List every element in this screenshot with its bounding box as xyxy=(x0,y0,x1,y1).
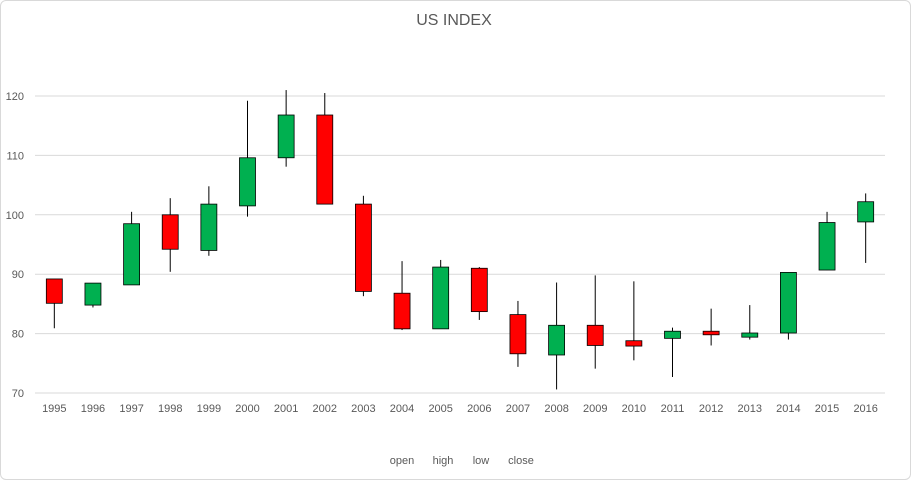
x-tick-label: 2013 xyxy=(738,403,762,415)
candle-2002 xyxy=(316,93,334,205)
candle-2016 xyxy=(857,193,875,263)
candle-2007 xyxy=(509,300,527,367)
x-tick-label: 2002 xyxy=(313,403,337,415)
y-tick-label: 110 xyxy=(6,150,24,162)
candle-1996 xyxy=(84,282,102,308)
candle-body xyxy=(355,203,372,292)
candle-2008 xyxy=(548,282,565,390)
candle-2004 xyxy=(393,261,411,331)
x-tick-label: 1999 xyxy=(197,403,221,415)
candle-body xyxy=(586,324,604,346)
x-tick-label: 2003 xyxy=(351,403,375,415)
candle-body xyxy=(393,292,411,330)
candle-body xyxy=(470,267,488,313)
candle-2010 xyxy=(625,281,643,361)
candle-1998 xyxy=(161,198,179,272)
y-tick-label: 80 xyxy=(12,329,24,341)
x-tick-label: 2015 xyxy=(815,403,839,415)
candle-body xyxy=(702,330,720,336)
candle-body xyxy=(741,332,759,338)
x-tick-label: 2006 xyxy=(467,403,491,415)
candle-2015 xyxy=(818,211,836,271)
legend-entry-close: close xyxy=(508,455,534,467)
chart-title: US INDEX xyxy=(416,12,492,29)
x-tick-label: 2012 xyxy=(699,403,723,415)
candle-1997 xyxy=(123,211,140,286)
candle-2005 xyxy=(432,259,450,330)
candle-body xyxy=(509,314,527,355)
candle-body xyxy=(818,222,836,271)
candle-2014 xyxy=(780,272,797,340)
candle-1995 xyxy=(45,278,63,329)
y-tick-label: 100 xyxy=(6,210,24,222)
candle-1999 xyxy=(200,186,218,256)
y-tick-label: 70 xyxy=(12,388,24,400)
x-tick-label: 2001 xyxy=(274,403,298,415)
x-tick-label: 2005 xyxy=(428,403,452,415)
candle-2012 xyxy=(702,308,720,346)
x-tick-label: 2007 xyxy=(506,403,530,415)
candle-2011 xyxy=(664,327,681,377)
candle-body xyxy=(45,278,63,304)
y-tick-label: 120 xyxy=(6,91,24,103)
candle-2013 xyxy=(741,305,759,340)
legend-entry-open: open xyxy=(390,455,414,467)
candle-body xyxy=(548,324,565,356)
candle-2006 xyxy=(470,267,488,320)
candle-body xyxy=(277,114,295,159)
legend: open high low close xyxy=(390,455,534,467)
candle-2009 xyxy=(586,275,604,369)
x-tick-label: 2016 xyxy=(853,403,877,415)
candle-2000 xyxy=(239,100,256,217)
x-tick-label: 2000 xyxy=(235,403,259,415)
legend-entry-low: low xyxy=(473,455,490,467)
candle-body xyxy=(780,272,797,334)
candle-body xyxy=(857,201,875,223)
x-tick-label: 2004 xyxy=(390,403,414,415)
candle-body xyxy=(432,266,450,330)
candle-body xyxy=(316,114,334,205)
legend-entry-high: high xyxy=(433,455,454,467)
candles xyxy=(45,90,875,390)
x-tick-label: 2010 xyxy=(622,403,646,415)
x-tick-label: 2011 xyxy=(661,403,685,415)
x-tick-label: 2008 xyxy=(544,403,568,415)
x-tick-label: 2014 xyxy=(776,403,800,415)
candle-body xyxy=(123,223,140,286)
x-tick-label: 1997 xyxy=(119,403,143,415)
x-axis-ticks: 1995 1996 1997 1998 1999 2000 2001 2002 2003 2004… xyxy=(42,403,878,415)
candle-body xyxy=(84,282,102,306)
y-axis-ticks: 70 80 90 100 110 120 xyxy=(6,91,24,400)
x-tick-label: 1998 xyxy=(158,403,182,415)
candle-2001 xyxy=(277,90,295,167)
x-tick-label: 2009 xyxy=(583,403,607,415)
candle-body xyxy=(664,330,681,339)
x-tick-label: 1995 xyxy=(42,403,66,415)
candle-body xyxy=(625,340,643,347)
candle-body xyxy=(161,214,179,250)
y-tick-label: 90 xyxy=(12,269,24,281)
candle-body xyxy=(239,157,256,207)
x-tick-label: 1996 xyxy=(81,403,105,415)
candle-body xyxy=(200,203,218,251)
candle-2003 xyxy=(355,195,372,297)
